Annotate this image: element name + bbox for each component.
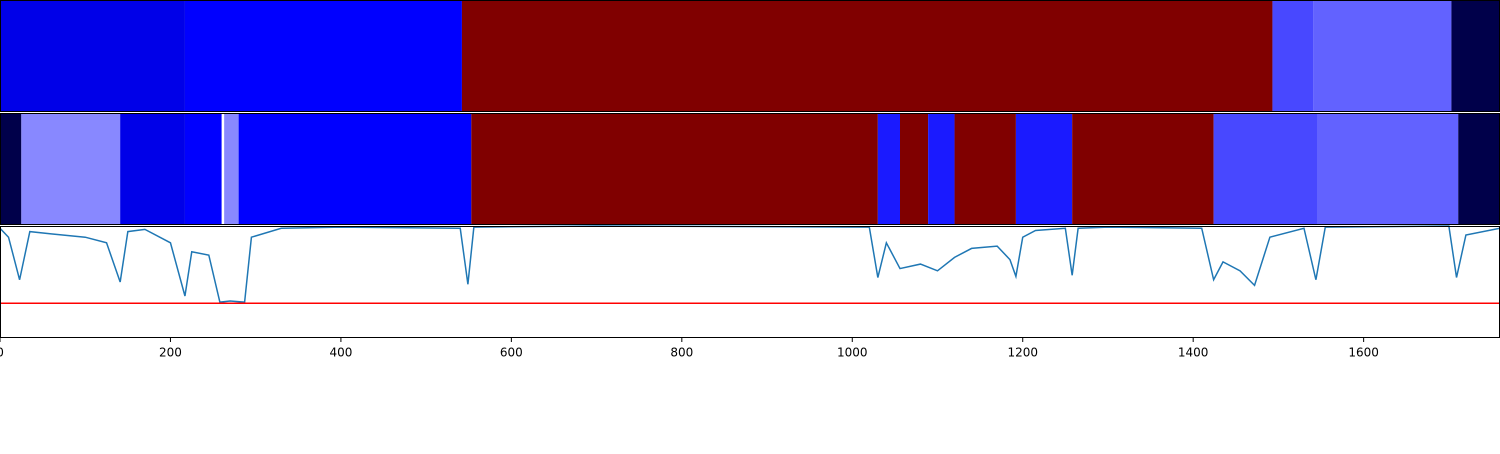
segment [1072,113,1214,225]
segment [1213,113,1318,225]
segment [0,0,185,112]
x-tick-label: 1600 [1348,346,1379,360]
segment [461,0,1273,112]
segment [1317,113,1459,225]
x-tick-label: 200 [159,346,182,360]
segment [120,113,185,225]
x-tick-label: 1000 [837,346,868,360]
segment [224,113,239,225]
segment [1458,113,1500,225]
segment [1451,0,1500,112]
segment [877,113,900,225]
x-tick-label: 400 [329,346,352,360]
segment [1272,0,1314,112]
segment [184,0,462,112]
x-tick-label: 1400 [1178,346,1209,360]
segment [928,113,955,225]
segment [900,113,929,225]
segment [1015,113,1073,225]
line [0,225,1500,303]
segment [954,113,1016,225]
x-tick-label: 600 [500,346,523,360]
segment [21,113,121,225]
segment [0,113,22,225]
x-tick-label: 800 [670,346,693,360]
x-tick-label: 0 [0,346,4,360]
segment [1313,0,1452,112]
panel-frame [0,226,1500,338]
x-tick-label: 1200 [1007,346,1038,360]
segment [471,113,878,225]
segment [238,113,472,225]
segment [184,113,222,225]
